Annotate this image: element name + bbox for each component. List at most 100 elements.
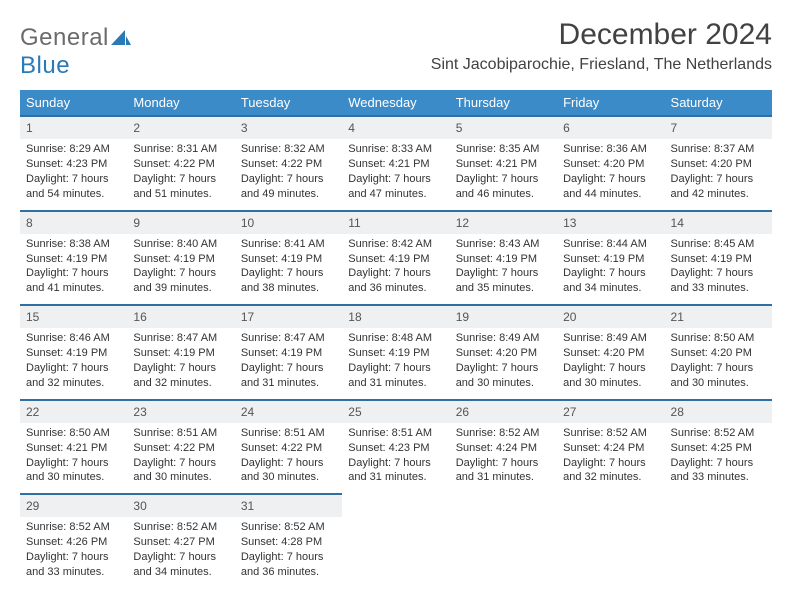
- day-number: 16: [127, 306, 234, 328]
- daylight-line-1: Daylight: 7 hours: [563, 266, 658, 281]
- calendar-day-cell: 19Sunrise: 8:49 AMSunset: 4:20 PMDayligh…: [450, 305, 557, 400]
- day-number: 25: [342, 401, 449, 423]
- daylight-line-2: and 30 minutes.: [26, 470, 121, 485]
- calendar-day-cell: 31Sunrise: 8:52 AMSunset: 4:28 PMDayligh…: [235, 494, 342, 588]
- sunset-line: Sunset: 4:22 PM: [133, 157, 228, 172]
- daylight-line-2: and 31 minutes.: [348, 376, 443, 391]
- daylight-line-2: and 30 minutes.: [563, 376, 658, 391]
- calendar-day-cell: 11Sunrise: 8:42 AMSunset: 4:19 PMDayligh…: [342, 211, 449, 306]
- sunrise-line: Sunrise: 8:51 AM: [241, 426, 336, 441]
- calendar-day-cell: 24Sunrise: 8:51 AMSunset: 4:22 PMDayligh…: [235, 400, 342, 495]
- daylight-line-2: and 35 minutes.: [456, 281, 551, 296]
- daylight-line-1: Daylight: 7 hours: [671, 456, 766, 471]
- day-number: 19: [450, 306, 557, 328]
- daylight-line-1: Daylight: 7 hours: [241, 361, 336, 376]
- daylight-line-2: and 39 minutes.: [133, 281, 228, 296]
- calendar-day-cell: 21Sunrise: 8:50 AMSunset: 4:20 PMDayligh…: [665, 305, 772, 400]
- calendar-day-cell: 10Sunrise: 8:41 AMSunset: 4:19 PMDayligh…: [235, 211, 342, 306]
- day-number: 23: [127, 401, 234, 423]
- calendar-week-row: 29Sunrise: 8:52 AMSunset: 4:26 PMDayligh…: [20, 494, 772, 588]
- page-subtitle: Sint Jacobiparochie, Friesland, The Neth…: [431, 56, 772, 74]
- daylight-line-2: and 38 minutes.: [241, 281, 336, 296]
- daylight-line-2: and 32 minutes.: [563, 470, 658, 485]
- sunset-line: Sunset: 4:22 PM: [241, 157, 336, 172]
- day-number: 8: [20, 212, 127, 234]
- day-number: 31: [235, 495, 342, 517]
- calendar-week-row: 22Sunrise: 8:50 AMSunset: 4:21 PMDayligh…: [20, 400, 772, 495]
- sunset-line: Sunset: 4:27 PM: [133, 535, 228, 550]
- day-number: 28: [665, 401, 772, 423]
- day-body: Sunrise: 8:46 AMSunset: 4:19 PMDaylight:…: [20, 328, 127, 398]
- daylight-line-2: and 30 minutes.: [671, 376, 766, 391]
- day-body: Sunrise: 8:52 AMSunset: 4:28 PMDaylight:…: [235, 517, 342, 587]
- page-title: December 2024: [431, 18, 772, 52]
- calendar-day-cell: 13Sunrise: 8:44 AMSunset: 4:19 PMDayligh…: [557, 211, 664, 306]
- calendar-day-cell: 1Sunrise: 8:29 AMSunset: 4:23 PMDaylight…: [20, 116, 127, 211]
- day-body: Sunrise: 8:37 AMSunset: 4:20 PMDaylight:…: [665, 139, 772, 209]
- sunset-line: Sunset: 4:20 PM: [563, 346, 658, 361]
- daylight-line-2: and 32 minutes.: [133, 376, 228, 391]
- sunset-line: Sunset: 4:19 PM: [26, 252, 121, 267]
- day-body: Sunrise: 8:45 AMSunset: 4:19 PMDaylight:…: [665, 234, 772, 304]
- sunrise-line: Sunrise: 8:49 AM: [563, 331, 658, 346]
- sunrise-line: Sunrise: 8:47 AM: [133, 331, 228, 346]
- daylight-line-2: and 54 minutes.: [26, 187, 121, 202]
- title-block: December 2024 Sint Jacobiparochie, Fries…: [431, 18, 772, 74]
- day-body: Sunrise: 8:36 AMSunset: 4:20 PMDaylight:…: [557, 139, 664, 209]
- calendar-day-cell: 18Sunrise: 8:48 AMSunset: 4:19 PMDayligh…: [342, 305, 449, 400]
- day-body: Sunrise: 8:52 AMSunset: 4:24 PMDaylight:…: [557, 423, 664, 493]
- daylight-line-2: and 51 minutes.: [133, 187, 228, 202]
- daylight-line-2: and 31 minutes.: [241, 376, 336, 391]
- dow-thursday: Thursday: [450, 90, 557, 116]
- calendar-day-cell: 2Sunrise: 8:31 AMSunset: 4:22 PMDaylight…: [127, 116, 234, 211]
- daylight-line-2: and 30 minutes.: [456, 376, 551, 391]
- calendar-day-cell: 14Sunrise: 8:45 AMSunset: 4:19 PMDayligh…: [665, 211, 772, 306]
- daylight-line-2: and 33 minutes.: [671, 470, 766, 485]
- calendar-day-cell: 7Sunrise: 8:37 AMSunset: 4:20 PMDaylight…: [665, 116, 772, 211]
- day-body: Sunrise: 8:51 AMSunset: 4:22 PMDaylight:…: [235, 423, 342, 493]
- sunset-line: Sunset: 4:19 PM: [26, 346, 121, 361]
- day-number: 2: [127, 117, 234, 139]
- sunset-line: Sunset: 4:23 PM: [348, 441, 443, 456]
- day-number: 29: [20, 495, 127, 517]
- sunrise-line: Sunrise: 8:32 AM: [241, 142, 336, 157]
- sunset-line: Sunset: 4:20 PM: [671, 346, 766, 361]
- daylight-line-1: Daylight: 7 hours: [26, 172, 121, 187]
- day-body: Sunrise: 8:51 AMSunset: 4:23 PMDaylight:…: [342, 423, 449, 493]
- sunrise-line: Sunrise: 8:48 AM: [348, 331, 443, 346]
- sunset-line: Sunset: 4:19 PM: [563, 252, 658, 267]
- sunrise-line: Sunrise: 8:52 AM: [241, 520, 336, 535]
- day-number: 27: [557, 401, 664, 423]
- sunset-line: Sunset: 4:19 PM: [133, 346, 228, 361]
- sunrise-line: Sunrise: 8:46 AM: [26, 331, 121, 346]
- daylight-line-1: Daylight: 7 hours: [241, 550, 336, 565]
- sunset-line: Sunset: 4:20 PM: [671, 157, 766, 172]
- daylight-line-2: and 32 minutes.: [26, 376, 121, 391]
- calendar-day-cell: 30Sunrise: 8:52 AMSunset: 4:27 PMDayligh…: [127, 494, 234, 588]
- day-number: 11: [342, 212, 449, 234]
- daylight-line-1: Daylight: 7 hours: [456, 266, 551, 281]
- sunrise-line: Sunrise: 8:50 AM: [671, 331, 766, 346]
- daylight-line-1: Daylight: 7 hours: [456, 361, 551, 376]
- daylight-line-2: and 42 minutes.: [671, 187, 766, 202]
- calendar-day-cell: [450, 494, 557, 588]
- calendar-day-cell: 27Sunrise: 8:52 AMSunset: 4:24 PMDayligh…: [557, 400, 664, 495]
- sunrise-line: Sunrise: 8:50 AM: [26, 426, 121, 441]
- sunrise-line: Sunrise: 8:51 AM: [348, 426, 443, 441]
- calendar-day-cell: [342, 494, 449, 588]
- daylight-line-1: Daylight: 7 hours: [26, 266, 121, 281]
- daylight-line-1: Daylight: 7 hours: [133, 456, 228, 471]
- sunrise-line: Sunrise: 8:52 AM: [456, 426, 551, 441]
- daylight-line-2: and 36 minutes.: [348, 281, 443, 296]
- day-body: Sunrise: 8:47 AMSunset: 4:19 PMDaylight:…: [235, 328, 342, 398]
- calendar-week-row: 1Sunrise: 8:29 AMSunset: 4:23 PMDaylight…: [20, 116, 772, 211]
- sunrise-line: Sunrise: 8:52 AM: [133, 520, 228, 535]
- sunset-line: Sunset: 4:25 PM: [671, 441, 766, 456]
- sunrise-line: Sunrise: 8:43 AM: [456, 237, 551, 252]
- sunset-line: Sunset: 4:22 PM: [241, 441, 336, 456]
- day-body: Sunrise: 8:52 AMSunset: 4:27 PMDaylight:…: [127, 517, 234, 587]
- day-body: Sunrise: 8:50 AMSunset: 4:21 PMDaylight:…: [20, 423, 127, 493]
- calendar-day-cell: [557, 494, 664, 588]
- day-number: 13: [557, 212, 664, 234]
- daylight-line-1: Daylight: 7 hours: [133, 550, 228, 565]
